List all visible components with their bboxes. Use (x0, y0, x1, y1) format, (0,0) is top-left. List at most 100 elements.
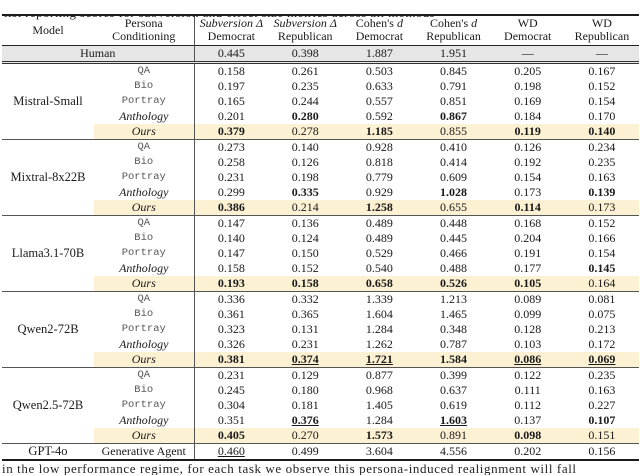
model-name: Mistral-Small (2, 62, 94, 140)
value-cell: 0.235 (588, 155, 616, 169)
model-group: Qwen2-72B QA 0.336 0.332 1.339 1.213 0.089 0.08… (2, 291, 639, 368)
value-cell: 1.721 (342, 352, 417, 368)
value-cell: 0.081 (588, 292, 616, 306)
persona-label: Bio (134, 232, 154, 244)
value-cell: 0.529 (365, 246, 393, 260)
value-cell: 0.112 (514, 398, 541, 412)
value-cell: 0.891 (416, 428, 491, 444)
value-cell: 0.779 (365, 170, 393, 184)
model-group: Mixtral-8x22B QA 0.273 0.140 0.928 0.410 0.126… (2, 139, 639, 216)
value-cell: 0.214 (268, 200, 343, 216)
value-cell: 0.103 (514, 337, 542, 351)
value-cell: 0.114 (490, 200, 565, 216)
method-row: Anthology 0.351 0.376 1.284 1.603 0.137 0.107 (2, 413, 639, 428)
model-name: GPT-4o (2, 443, 94, 460)
value-cell: 0.968 (365, 383, 393, 397)
value-cell: 0.348 (440, 322, 468, 336)
value-cell: 0.193 (193, 276, 269, 292)
value-cell: 0.658 (342, 276, 417, 292)
persona-label: Anthology (119, 413, 169, 427)
method-row: Portray 0.323 0.131 1.284 0.348 0.128 0.213 (2, 322, 639, 337)
value-cell: 0.075 (588, 307, 616, 321)
method-row: Llama3.1-70B QA 0.147 0.136 0.489 0.448 0.168 0… (2, 215, 639, 292)
method-row: Bio 0.197 0.235 0.633 0.791 0.198 0.152 (2, 79, 639, 94)
header-metric: WD Democrat (504, 16, 552, 43)
method-row: Portray 0.165 0.244 0.557 0.851 0.169 0.154 (2, 94, 639, 109)
method-row: Bio 0.140 0.124 0.489 0.445 0.204 0.166 (2, 231, 639, 246)
value-cell: 0.202 (514, 444, 542, 458)
persona-label: Portray (121, 247, 166, 259)
value-cell: 1.339 (365, 292, 393, 306)
value-cell: 0.273 (193, 139, 269, 155)
value-cell: 0.280 (291, 109, 319, 123)
value-cell: 0.791 (440, 79, 468, 93)
value-cell: 0.164 (564, 276, 639, 292)
value-cell: 0.180 (291, 383, 319, 397)
persona-label: Bio (134, 156, 154, 168)
ours-row: Ours 0.405 0.270 1.573 0.891 0.098 0.151 (2, 428, 639, 444)
value-cell: 0.410 (440, 140, 468, 154)
value-cell: 0.192 (514, 155, 542, 169)
method-row: Mixtral-8x22B QA 0.273 0.140 0.928 0.410 0.126… (2, 139, 639, 216)
value-cell: 0.818 (365, 155, 393, 169)
ours-row: Ours 0.379 0.278 1.185 0.855 0.119 0.140 (2, 124, 639, 140)
value-cell: 0.169 (514, 94, 542, 108)
value-cell: 0.787 (440, 337, 468, 351)
value-cell: 0.173 (514, 185, 542, 199)
persona-label: QA (137, 141, 151, 153)
value-cell: 0.466 (440, 246, 468, 260)
value-cell: 0.323 (193, 322, 269, 337)
persona-label: Ours (94, 352, 194, 368)
ours-row: Ours 0.193 0.158 0.658 0.526 0.105 0.164 (2, 276, 639, 292)
human-row: Human 0.445 0.398 1.887 1.951— — (2, 45, 639, 63)
value-cell: 0.154 (588, 94, 616, 108)
value-cell: 0.197 (193, 79, 269, 94)
value-cell: 0.140 (193, 231, 269, 246)
value-cell: 0.398 (268, 45, 343, 63)
value-cell: 0.154 (514, 170, 542, 184)
persona-label: Portray (121, 171, 166, 183)
value-cell: — (490, 45, 565, 63)
value-cell: 1.603 (440, 413, 468, 427)
value-cell: 0.140 (291, 140, 319, 154)
value-cell: 0.851 (440, 94, 468, 108)
value-cell: 0.332 (291, 292, 319, 306)
value-cell: 0.136 (291, 216, 319, 230)
value-cell: 0.488 (440, 261, 468, 275)
value-cell: 0.128 (514, 322, 542, 336)
gpt4o-row: GPT-4o Generative Agent 0.460 0.499 3.604 4.5… (2, 443, 639, 460)
model-group: Llama3.1-70B QA 0.147 0.136 0.489 0.448 0.168 0… (2, 215, 639, 292)
value-cell: 0.098 (490, 428, 565, 444)
model-group: Mistral-Small QA 0.158 0.261 0.503 0.845 0.205… (2, 62, 639, 140)
value-cell: 0.172 (588, 337, 616, 351)
value-cell: 0.204 (514, 231, 542, 245)
value-cell: 0.069 (564, 352, 639, 368)
value-cell: 1.284 (365, 413, 393, 427)
value-cell: 0.365 (291, 307, 319, 321)
value-cell: 0.448 (440, 216, 468, 230)
model-group: Qwen2.5-72B QA 0.231 0.129 0.877 0.399 0.122 0.… (2, 367, 639, 444)
ours-row: Ours 0.381 0.374 1.721 1.584 0.086 0.069 (2, 352, 639, 368)
value-cell: 0.234 (588, 140, 616, 154)
value-cell: 0.376 (291, 413, 319, 427)
value-cell: 0.086 (490, 352, 565, 368)
value-cell: 0.198 (291, 170, 319, 184)
value-cell: 1.028 (440, 185, 468, 199)
method-row: Portray 0.147 0.150 0.529 0.466 0.191 0.154 (2, 246, 639, 261)
value-cell: 0.166 (588, 231, 616, 245)
value-cell: 0.099 (514, 307, 542, 321)
value-cell: 0.122 (514, 368, 542, 382)
value-cell: 0.261 (291, 64, 319, 78)
method-row: Anthology 0.326 0.231 1.262 0.787 0.103 0.172 (2, 337, 639, 352)
value-cell: 1.887 (342, 45, 417, 63)
method-row: Qwen2-72B QA 0.336 0.332 1.339 1.213 0.089 0.08… (2, 291, 639, 368)
cropped-text-top: list reporting scores for subversion and… (4, 14, 640, 22)
value-cell: 0.386 (193, 200, 269, 216)
value-cell: 0.205 (514, 64, 542, 78)
value-cell: 0.244 (291, 94, 319, 108)
value-cell: 0.619 (440, 398, 468, 412)
persona-label: Bio (134, 308, 154, 320)
value-cell: 0.381 (193, 352, 269, 368)
persona-label: Portray (121, 399, 166, 411)
